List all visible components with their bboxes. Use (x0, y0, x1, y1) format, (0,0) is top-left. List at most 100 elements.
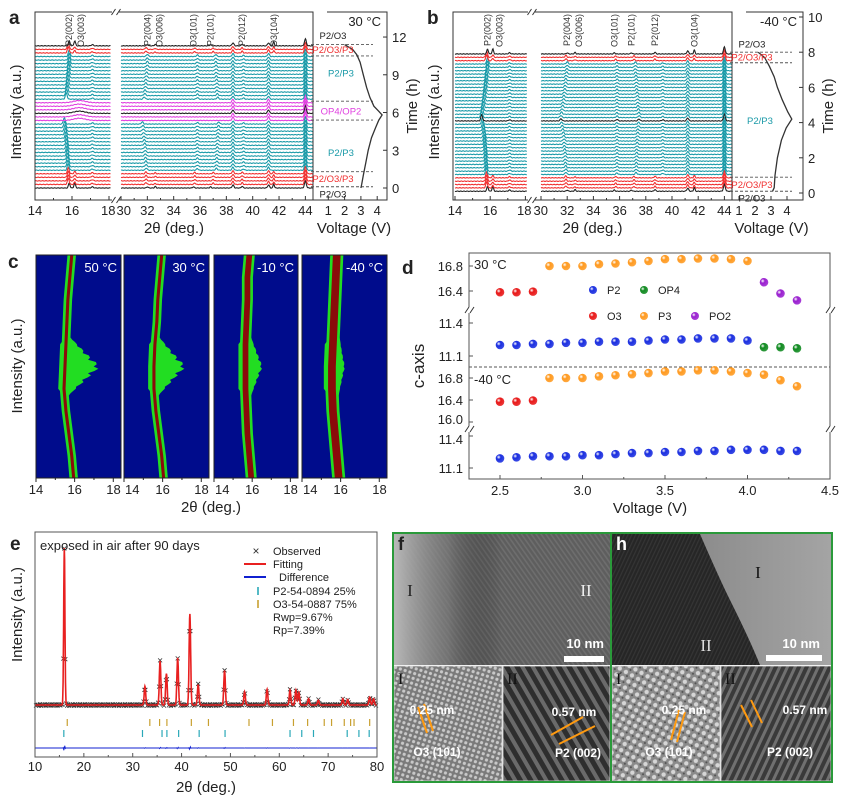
voltage-tick-label: 3 (357, 203, 364, 218)
xrd-scan-p2-o3-p3 (121, 41, 314, 51)
x-tick-label: 50 (223, 759, 237, 774)
refinement-value: Rwp=9.67% (273, 612, 333, 624)
xrd-scan-p2-o3-p3 (454, 177, 528, 186)
xrd-scan-p2-o3-p3 (540, 179, 733, 189)
xrd-scan-p2-p3 (454, 67, 528, 75)
panel-letter: e (10, 534, 21, 555)
reflection-label: O3(104) (689, 14, 699, 47)
point-p2 (693, 446, 703, 456)
reflection-label: O3(006) (154, 14, 164, 47)
xrd-scan-p2-p3 (34, 159, 111, 168)
reflection-label: O3(101) (609, 14, 619, 47)
map-frame (301, 254, 388, 479)
xrd-scan-p2-p3 (120, 80, 314, 90)
xrd-scan-p2-o3-p3 (454, 170, 528, 179)
xrd-scan-p2-p3 (34, 88, 111, 97)
xrd-scan-op4-op2 (120, 104, 314, 115)
hrtem-inset: II 0.57 nm P2 (002) (720, 665, 832, 782)
lattice-image (720, 665, 832, 782)
xrd-scan-p2-p3 (34, 70, 111, 79)
xrd-scan-p2-p3 (120, 162, 314, 172)
panel-c-contour-maps: 14 16 18 50 °C 14 16 18 30 °C 14 16 18 -10 °C 14 16 18… (8, 252, 388, 516)
point-o3 (528, 287, 538, 296)
point-p2 (660, 335, 670, 344)
xrd-scan-p2-p3 (454, 116, 527, 126)
inset-label: II (725, 671, 736, 688)
lattice-image (393, 665, 503, 782)
time-tick-label: 9 (392, 68, 399, 83)
legend-label: O3 (607, 311, 622, 323)
time-axis-label: Time (h) (404, 78, 421, 133)
xrd-scan-p2-p3 (541, 58, 733, 69)
xrd-scan-p2-p3 (120, 129, 314, 140)
point-p2 (528, 451, 538, 461)
voltage-frame (732, 11, 804, 201)
xrd-scan-p2-p3 (34, 155, 111, 164)
point-p2 (627, 448, 637, 458)
legend-marker (640, 286, 648, 294)
xrd-scan-p2-p3 (454, 60, 528, 69)
voltage-tick-label: 2 (341, 203, 348, 218)
time-tick-label: 4 (808, 116, 815, 131)
fitting-curve (35, 547, 377, 706)
contour-map: 14 16 18 -40 °C (301, 254, 388, 497)
temperature-label: 50 °C (84, 260, 117, 275)
point-p2 (677, 335, 686, 344)
xrd-scan-p2-p3 (120, 158, 314, 168)
xrd-scan-p2-p3 (541, 139, 733, 149)
reflection-label: O3(101) (188, 14, 198, 47)
point-p3 (660, 254, 670, 264)
point-p3 (710, 254, 719, 263)
xrd-scan-p2-p3 (35, 74, 111, 83)
axis-break-gap (112, 10, 119, 202)
scale-bar (564, 656, 604, 662)
x-tick-label: 42 (272, 203, 286, 218)
time-tick-label: 2 (808, 151, 815, 166)
xrd-scan-p2-p3 (34, 49, 111, 58)
x-tick-label: 70 (321, 759, 335, 774)
xrd-scan-p2-p3 (454, 143, 527, 152)
point-p2 (743, 336, 752, 345)
xrd-scan-p2-p3 (454, 93, 527, 102)
x-tick-label: 14 (448, 203, 462, 218)
x-tick-label: 40 (665, 203, 679, 218)
xrd-scan-p2-p3 (454, 130, 527, 139)
axis-break-mark (111, 8, 121, 16)
point-p2 (495, 454, 505, 463)
reflection-label: O3(003) (76, 14, 86, 47)
xrd-scan-p2-p3 (540, 143, 733, 152)
point-p3 (792, 381, 802, 391)
x-tick-label: 32 (560, 203, 574, 218)
point-p3 (561, 373, 571, 383)
chart-title: exposed in air after 90 days (40, 538, 200, 553)
x-tick-label: 18 (194, 482, 208, 497)
xrd-scan-p2-p3 (121, 126, 314, 136)
xrd-scan-p2-p3 (34, 56, 111, 65)
reflection-label: P2(012) (650, 14, 660, 46)
xrd-scan-p2-p3 (540, 69, 733, 79)
x-tick-label: 14 (215, 482, 229, 497)
point-p2 (512, 340, 521, 350)
point-p2 (578, 338, 587, 348)
point-p2 (792, 446, 802, 456)
map-background (302, 255, 387, 478)
plane-label: O3 (101) (413, 745, 460, 759)
xrd-scan-p2-p3 (540, 85, 733, 95)
xrd-scan-p2-o3-p3 (540, 48, 733, 59)
phase-label: P2/O3 (320, 31, 347, 42)
reflection-label: P2(101) (626, 14, 636, 46)
xrd-scan-p2-p3 (454, 57, 527, 65)
xrd-scan-p2-p3 (540, 72, 733, 82)
xrd-scan-p2-p3 (540, 55, 733, 65)
xrd-scan-p2-o3 (541, 182, 733, 193)
time-tick-label: 12 (392, 30, 406, 45)
x-tick-label: 3.5 (656, 483, 674, 498)
scale-bar-label: 10 nm (782, 636, 820, 651)
xrd-scan-op4-op2 (120, 107, 314, 118)
xrd-scan-p2-p3 (34, 84, 111, 93)
xrd-scan-op4-op2 (120, 111, 314, 122)
point-p2 (545, 451, 554, 461)
voltage-tick-label: 2 (751, 203, 758, 218)
xrd-scan-p2-p3 (121, 47, 314, 58)
point-p3 (611, 259, 620, 268)
